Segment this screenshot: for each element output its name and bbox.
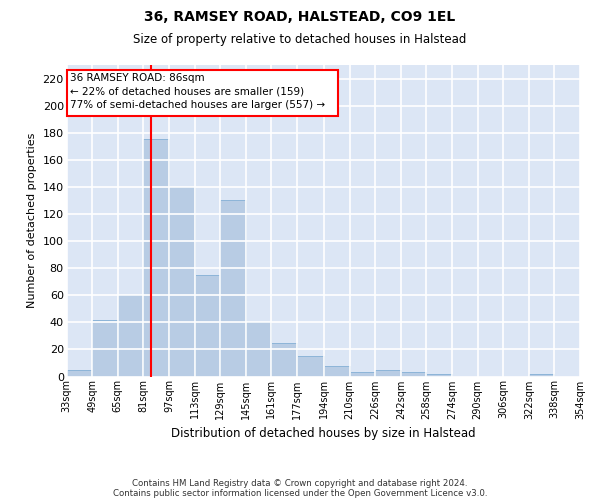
Bar (324, 366, 350, 376)
Text: 77% of semi-detached houses are larger (557) →: 77% of semi-detached houses are larger (… (70, 100, 325, 110)
Bar (220, 200, 246, 376)
Bar (350, 372, 375, 376)
Text: ← 22% of detached houses are smaller (159): ← 22% of detached houses are smaller (15… (70, 86, 304, 97)
Bar (297, 356, 324, 376)
Bar (271, 342, 297, 376)
Text: 36 RAMSEY ROAD: 86sqm: 36 RAMSEY ROAD: 86sqm (70, 73, 205, 83)
Text: Size of property relative to detached houses in Halstead: Size of property relative to detached ho… (133, 32, 467, 46)
Bar (246, 322, 271, 376)
Bar (118, 295, 143, 376)
Bar (401, 372, 427, 376)
Bar (67, 370, 92, 376)
Bar (427, 374, 452, 376)
Bar (169, 187, 194, 376)
Bar (143, 140, 169, 376)
Bar (194, 275, 220, 376)
Bar (92, 320, 118, 376)
Bar (529, 374, 554, 376)
Bar (375, 370, 401, 376)
Text: Contains public sector information licensed under the Open Government Licence v3: Contains public sector information licen… (113, 488, 487, 498)
Text: 36, RAMSEY ROAD, HALSTEAD, CO9 1EL: 36, RAMSEY ROAD, HALSTEAD, CO9 1EL (145, 10, 455, 24)
X-axis label: Distribution of detached houses by size in Halstead: Distribution of detached houses by size … (171, 427, 476, 440)
Y-axis label: Number of detached properties: Number of detached properties (27, 133, 37, 308)
Bar (67, 70, 338, 117)
Text: Contains HM Land Registry data © Crown copyright and database right 2024.: Contains HM Land Registry data © Crown c… (132, 478, 468, 488)
